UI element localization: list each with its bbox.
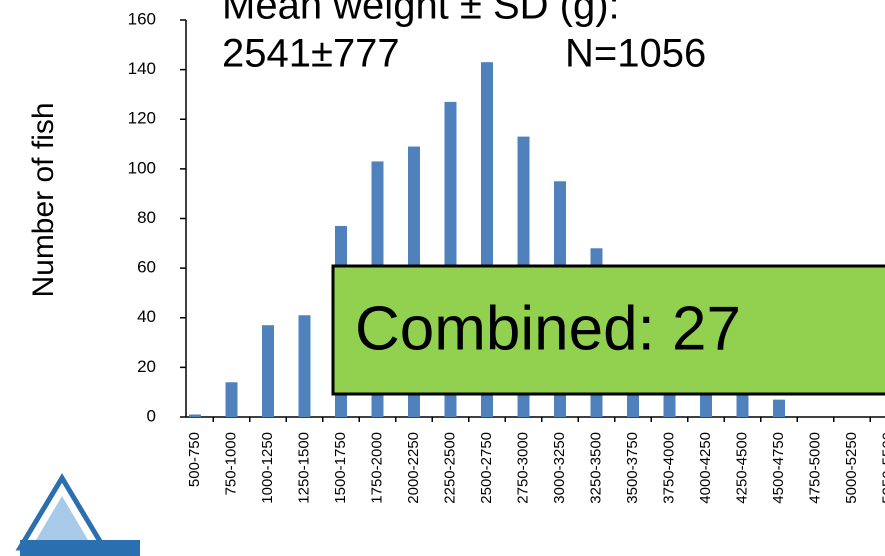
x-tick-label: 5250-5500 — [879, 432, 885, 504]
y-tick-label: 160 — [128, 9, 156, 28]
y-tick-label: 120 — [128, 109, 156, 128]
logo — [15, 473, 140, 556]
bar — [189, 414, 201, 417]
x-tick-label: 4750-5000 — [806, 432, 823, 504]
x-tick-label: 500-750 — [186, 432, 203, 487]
x-tick-label: 3750-4000 — [660, 432, 677, 504]
x-tick-label: 2500-2750 — [478, 432, 495, 504]
x-tick-label: 2000-2250 — [405, 432, 422, 504]
annotation: 2541±777 — [222, 32, 400, 76]
bar — [262, 325, 274, 417]
y-tick-label: 20 — [137, 357, 156, 376]
y-axis-label: Number of fish — [27, 102, 60, 297]
bar — [773, 399, 785, 417]
x-tick-label: 5000-5250 — [843, 432, 860, 504]
x-tick-label: 4000-4250 — [697, 432, 714, 504]
y-tick-label: 100 — [128, 158, 156, 177]
y-tick-label: 0 — [147, 406, 156, 425]
x-tick-label: 4500-4750 — [770, 432, 787, 504]
x-tick-label: 1000-1250 — [259, 432, 276, 504]
plot-area: 0 20 40 60 80 100 120 140 160 500-750 750-1000 1000… — [128, 9, 885, 504]
x-tick-label: 3000-3250 — [551, 432, 568, 504]
bar — [225, 382, 238, 417]
x-tick-label: 750-1000 — [222, 432, 239, 495]
x-tick-label: 1750-2000 — [368, 432, 385, 504]
annotation: Mean weight ± SD (g): — [222, 0, 620, 28]
y-tick-label: 40 — [137, 307, 156, 326]
y-tick-label: 80 — [137, 208, 156, 227]
y-tick-label: 60 — [137, 258, 156, 277]
x-tick-label: 1500-1750 — [332, 432, 349, 504]
x-tick-label: 3250-3500 — [587, 432, 604, 504]
x-tick-label: 1250-1500 — [295, 432, 312, 504]
x-tick-label: 4250-4500 — [733, 432, 750, 504]
y-tick-label: 140 — [128, 59, 156, 78]
x-tick-label: 3500-3750 — [624, 432, 641, 504]
bar — [298, 315, 311, 417]
annotation: Combined: 27 — [355, 294, 741, 363]
label-box — [331, 264, 885, 396]
x-tick-label: 2250-2500 — [441, 432, 458, 504]
annotation: N=1056 — [565, 32, 706, 76]
x-tick-label: 2750-3000 — [514, 432, 531, 504]
